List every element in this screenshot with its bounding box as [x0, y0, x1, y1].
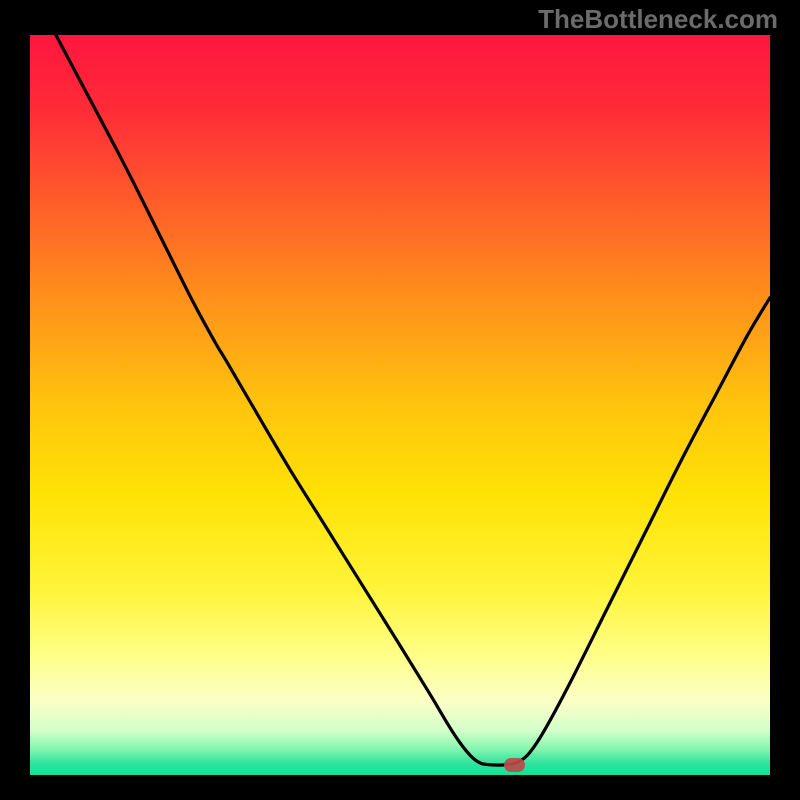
minimum-marker — [504, 758, 525, 772]
bottleneck-curve — [30, 35, 770, 775]
watermark-text: TheBottleneck.com — [538, 4, 778, 35]
plot-area — [30, 35, 770, 775]
